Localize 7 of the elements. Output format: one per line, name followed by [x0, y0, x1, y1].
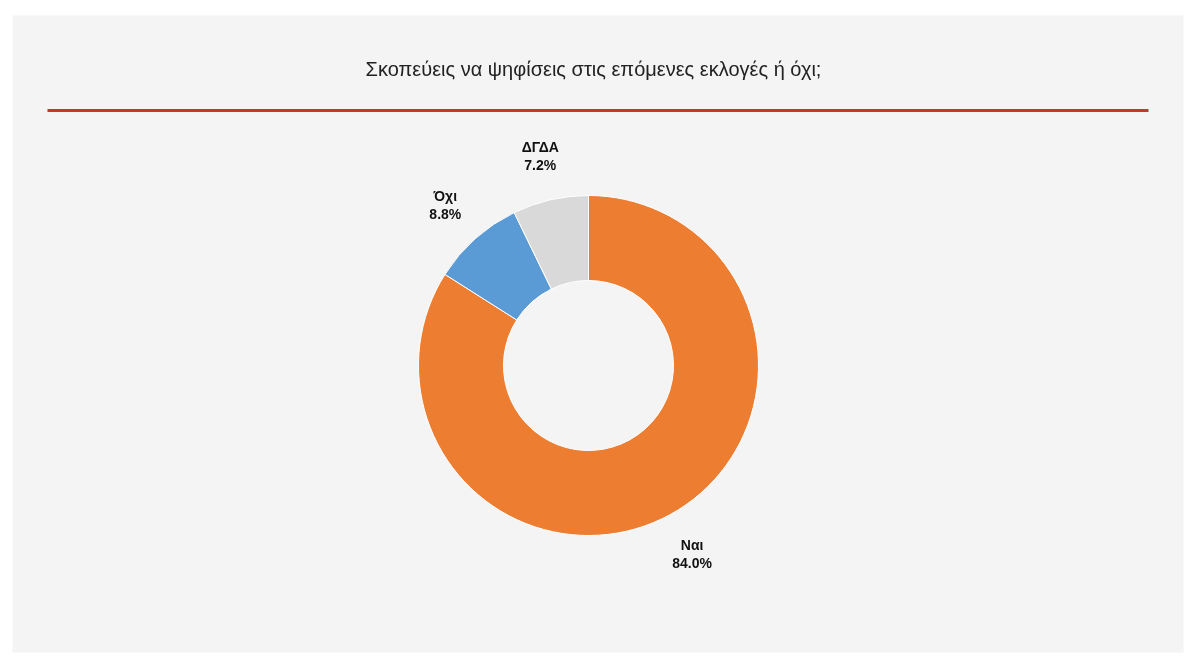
- slice-label: Όχι: [432, 188, 458, 205]
- slice-label: Ναι: [680, 536, 704, 553]
- slice-label: ΔΓΔΑ: [521, 138, 559, 155]
- chart-title: Σκοπεύεις να ψηφίσεις στις επόμενες εκλογές ή όχι;: [365, 57, 822, 80]
- data-label: 7.2%: [524, 156, 557, 173]
- data-label: 8.8%: [429, 206, 462, 223]
- data-label: 84.0%: [672, 554, 713, 571]
